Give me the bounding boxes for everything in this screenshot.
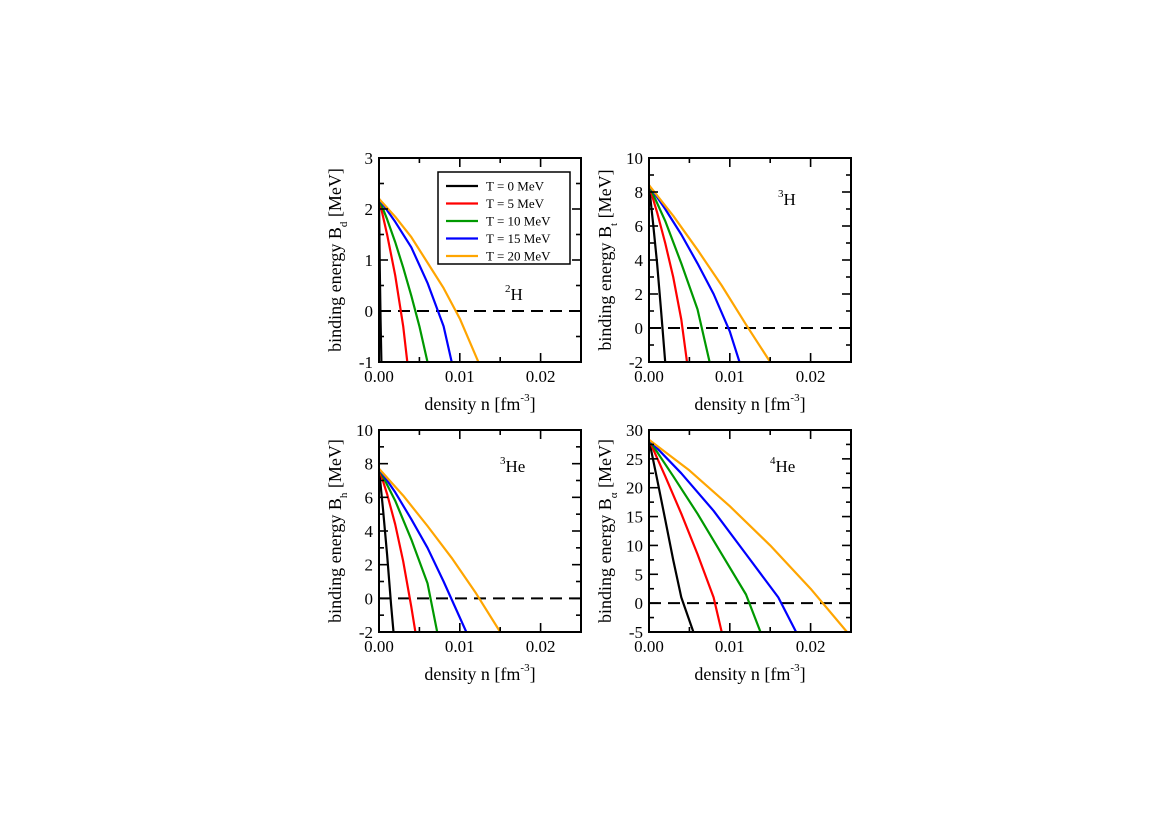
y-tick-label: 10 [356,421,373,440]
y-tick-label: 15 [626,508,643,527]
series-line-1 [379,197,409,362]
x-tick-label: 0.02 [526,367,556,386]
series-line-3 [649,438,798,632]
series-line-0 [649,438,695,632]
y-axis-label: binding energy Bα [MeV] [595,439,620,623]
y-tick-label: 8 [635,183,644,202]
y-axis-label: binding energy Bt [MeV] [595,169,620,350]
y-tick-label: 3 [365,149,374,168]
series-line-1 [379,467,417,632]
y-tick-label: -2 [629,353,643,372]
series-line-4 [379,197,480,362]
legend-entry-label: T = 15 MeV [486,231,551,246]
y-tick-label: 2 [365,200,374,219]
legend-box [437,171,571,265]
y-tick-label: -5 [629,623,643,642]
y-tick-label: 1 [365,251,374,270]
y-tick-label: 6 [365,488,374,507]
y-tick-label: 30 [626,421,643,440]
y-tick-label: 6 [635,217,644,236]
panel-top-right: 0.00 0.01 0.02 -2 0 2 4 6 8 10 density n [fm-3] bin… [595,149,852,414]
series-line-4 [649,438,849,632]
series-line-2 [379,467,439,632]
panel-bottom-right: 0.00 0.01 0.02 -5 0 5 10 15 20 25 30 density n [fm-… [595,421,852,684]
legend-entry-label: T = 0 MeV [486,179,545,194]
x-tick-label: 0.01 [715,637,745,656]
y-tick-label: 5 [635,565,644,584]
series-group [379,197,480,362]
series-line-2 [649,438,762,632]
x-tick-label: 0.00 [634,637,664,656]
y-tick-label: 10 [626,536,643,555]
y-tick-label: 8 [365,455,374,474]
legend-entry-label: T = 10 MeV [486,214,551,229]
y-tick-label: 25 [626,450,643,469]
legend-entry-label: T = 5 MeV [486,196,545,211]
x-tick-label: 0.02 [796,367,826,386]
y-tick-label: 0 [365,302,374,321]
y-tick-label: 20 [626,479,643,498]
y-tick-label: 0 [365,589,374,608]
x-tick-label: 0.01 [715,367,745,386]
series-line-2 [379,197,429,362]
y-tick-label: 10 [626,149,643,168]
legend: T = 0 MeV T = 5 MeV T = 10 MeV T = 15 MeV T … [437,171,571,265]
series-line-2 [649,184,711,362]
nuclide-label: 3He [500,455,525,476]
nuclide-label: 4He [770,455,795,476]
series-line-1 [649,184,689,362]
y-axis-label: binding energy Bd [MeV] [325,168,350,352]
legend-entry-label: T = 20 MeV [486,249,551,264]
y-tick-label: -1 [359,353,373,372]
series-line-0 [379,467,395,632]
x-axis-label: density n [fm-3] [694,392,805,414]
y-tick-label: -2 [359,623,373,642]
series-group [379,467,502,632]
series-group [649,438,849,632]
x-axis-label: density n [fm-3] [694,662,805,684]
panel-bottom-left: 0.00 0.01 0.02 -2 0 2 4 6 8 10 density n [fm-3] bin… [325,421,582,684]
x-tick-label: 0.01 [445,637,475,656]
y-tick-label: 4 [635,251,644,270]
y-tick-label: 0 [635,594,644,613]
x-tick-label: 0.02 [796,637,826,656]
x-tick-label: 0.00 [364,637,394,656]
x-tick-label: 0.00 [364,367,394,386]
y-axis-label: binding energy Bh [MeV] [325,439,350,623]
panel-top-left: 0.00 0.01 0.02 -1 0 1 2 3 density n [fm-3] bindin… [325,149,582,414]
nuclide-label: 2H [505,283,523,304]
y-tick-label: 4 [365,522,374,541]
series-line-0 [649,184,667,362]
y-tick-label: 0 [635,319,644,338]
x-tick-label: 0.02 [526,637,556,656]
x-tick-label: 0.00 [634,367,664,386]
series-line-3 [379,197,453,362]
x-tick-label: 0.01 [445,367,475,386]
series-line-4 [649,184,772,362]
series-group [649,184,772,362]
series-line-1 [649,438,723,632]
x-axis-label: density n [fm-3] [424,392,535,414]
y-tick-label: 2 [635,285,644,304]
x-axis-label: density n [fm-3] [424,662,535,684]
nuclide-label: 3H [778,188,796,209]
series-line-3 [649,184,741,362]
series-line-4 [379,467,502,632]
series-line-3 [379,467,468,632]
y-tick-label: 2 [365,556,374,575]
